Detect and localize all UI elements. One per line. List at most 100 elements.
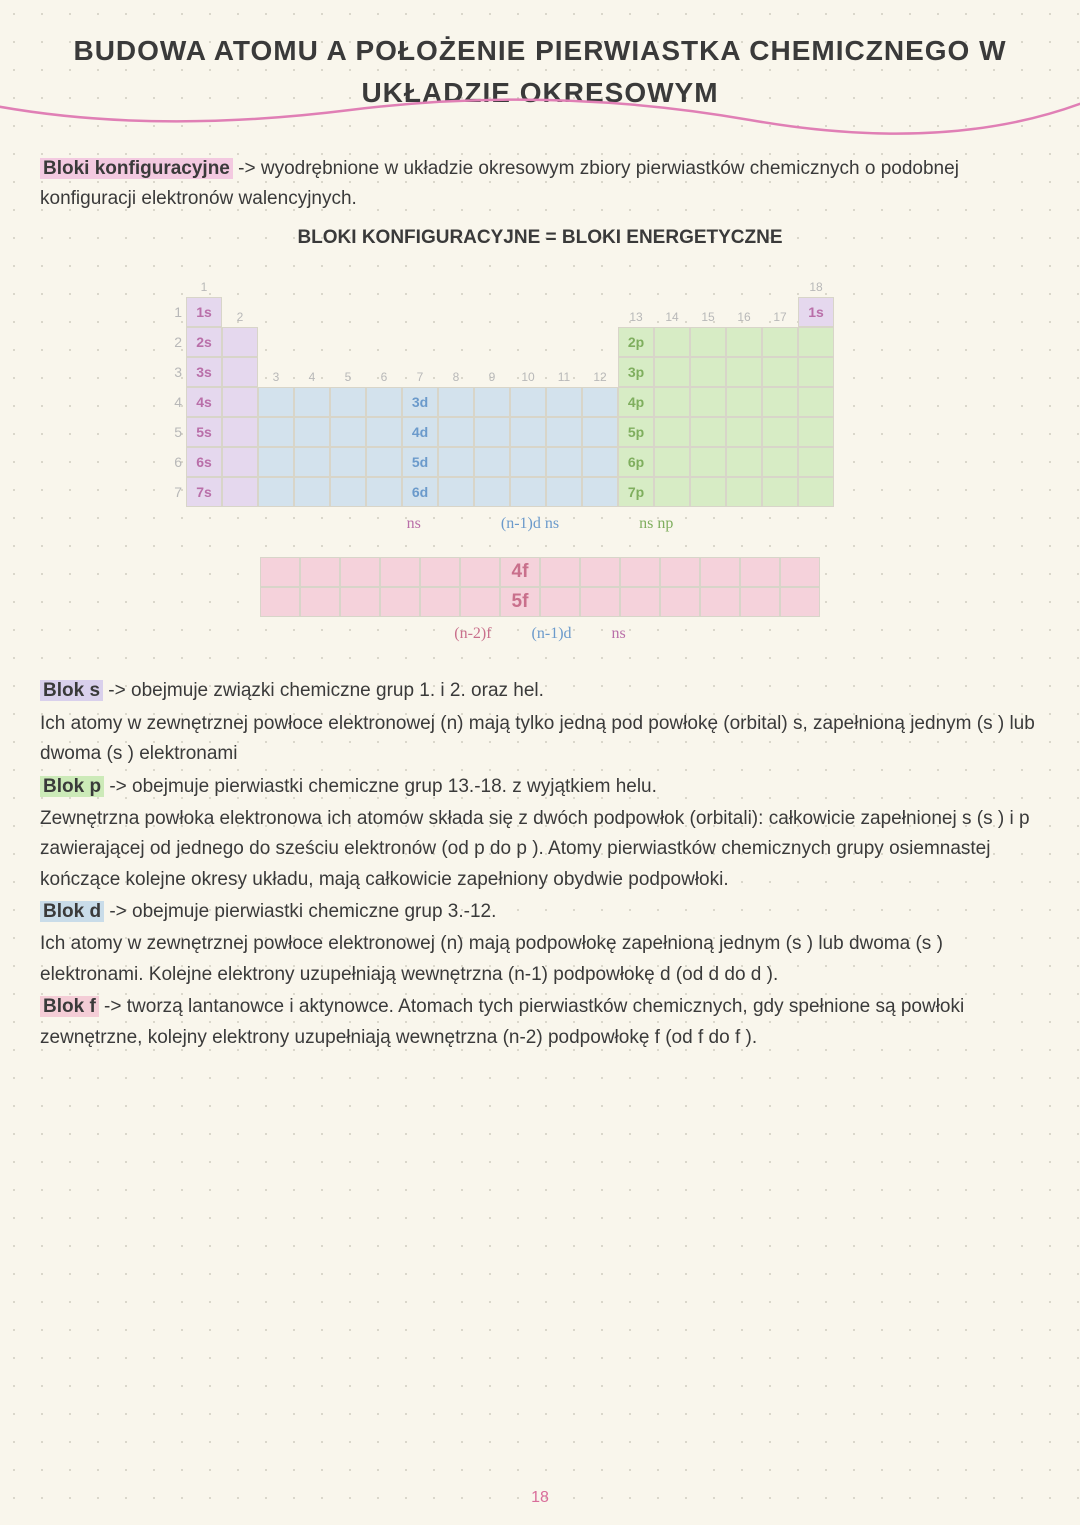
cell-p	[762, 417, 798, 447]
cell-d	[546, 417, 582, 447]
cell-3d: 3d	[402, 387, 438, 417]
cell-p	[726, 447, 762, 477]
block-s-detail: Ich atomy w zewnętrznej powłoce elektron…	[40, 709, 1040, 770]
block-f-paragraph: Blok f -> tworzą lantanowce i aktynowce.…	[40, 992, 1040, 1053]
cell-p	[654, 417, 690, 447]
label-blok-f: Blok f	[40, 996, 99, 1017]
intro-paragraph: Bloki konfiguracyjne -> wyodrębnione w u…	[40, 154, 1040, 215]
cell-d	[474, 447, 510, 477]
cell-s	[222, 447, 258, 477]
col-label: 9	[474, 357, 510, 387]
row-label: 6	[160, 447, 186, 477]
block-s-paragraph: Blok s -> obejmuje związki chemiczne gru…	[40, 676, 1040, 706]
term-bloki-konfiguracyjne: Bloki konfiguracyjne	[40, 158, 233, 179]
cell-5s: 5s	[186, 417, 222, 447]
note-ns: ns	[407, 511, 421, 537]
f-block-diagram: 4f 5f	[260, 557, 820, 647]
cell-f	[620, 587, 660, 617]
block-d-detail: Ich atomy w zewnętrznej powłoce elektron…	[40, 929, 1040, 990]
note-n1d-f: (n-1)d	[532, 621, 572, 647]
note-np: ns np	[639, 511, 673, 537]
label-blok-s: Blok s	[40, 680, 103, 701]
cell-f	[380, 557, 420, 587]
cell-d	[510, 447, 546, 477]
cell-p	[762, 357, 798, 387]
cell-p	[654, 477, 690, 507]
note-ns-f: ns	[612, 621, 626, 647]
block-p-detail: Zewnętrzna powłoka elektronowa ich atomó…	[40, 804, 1040, 895]
cell-d	[474, 477, 510, 507]
cell-p	[726, 387, 762, 417]
col-label-1: 1	[186, 267, 222, 297]
cell-d	[258, 387, 294, 417]
cell-f	[260, 587, 300, 617]
block-p-paragraph: Blok p -> obejmuje pierwiastki chemiczne…	[40, 772, 1040, 802]
cell-d	[258, 417, 294, 447]
cell-2s: 2s	[186, 327, 222, 357]
col-label: 4	[294, 357, 330, 387]
cell-d	[438, 417, 474, 447]
row-label: 2	[160, 327, 186, 357]
periodic-table-diagram: 1 18 1 1s 2 13 14 15 16 17 1s 2 2s 2p	[160, 267, 920, 646]
cell-5d: 5d	[402, 447, 438, 477]
cell-f	[300, 557, 340, 587]
cell-p	[726, 477, 762, 507]
cell-d	[330, 387, 366, 417]
cell-f	[620, 557, 660, 587]
cell-f	[340, 587, 380, 617]
note-n2f: (n-2)f	[454, 621, 491, 647]
cell-p	[654, 357, 690, 387]
cell-6s: 6s	[186, 447, 222, 477]
cell-d	[258, 477, 294, 507]
cell-f	[660, 587, 700, 617]
cell-p	[690, 447, 726, 477]
cell-4p: 4p	[618, 387, 654, 417]
cell-d	[582, 447, 618, 477]
label-blok-d: Blok d	[40, 901, 104, 922]
cell-f	[260, 557, 300, 587]
cell-3p: 3p	[618, 357, 654, 387]
col-label: 16	[726, 297, 762, 327]
cell-f	[540, 587, 580, 617]
cell-7p: 7p	[618, 477, 654, 507]
cell-s	[222, 387, 258, 417]
col-label: 3	[258, 357, 294, 387]
cell-5f: 5f	[500, 587, 540, 617]
cell-p	[654, 447, 690, 477]
cell-6d: 6d	[402, 477, 438, 507]
cell-f	[700, 587, 740, 617]
cell-d	[510, 417, 546, 447]
cell-d	[366, 477, 402, 507]
cell-p	[690, 387, 726, 417]
col-label: 14	[654, 297, 690, 327]
cell-f	[340, 557, 380, 587]
col-label: 6	[366, 357, 402, 387]
cell-d	[582, 417, 618, 447]
col-label: 17	[762, 297, 798, 327]
cell-p	[798, 387, 834, 417]
row-label: 4	[160, 387, 186, 417]
cell-p	[690, 477, 726, 507]
col-label: 8	[438, 357, 474, 387]
cell-s	[222, 477, 258, 507]
cell-p	[762, 447, 798, 477]
cell-d	[366, 447, 402, 477]
cell-p	[798, 447, 834, 477]
cell-6p: 6p	[618, 447, 654, 477]
cell-4s: 4s	[186, 387, 222, 417]
cell-p	[726, 357, 762, 387]
cell-f	[780, 557, 820, 587]
cell-d	[438, 447, 474, 477]
cell-5p: 5p	[618, 417, 654, 447]
cell-f	[420, 587, 460, 617]
col-label: 11	[546, 357, 582, 387]
page-number: 18	[531, 1489, 549, 1507]
cell-d	[510, 387, 546, 417]
cell-f	[740, 587, 780, 617]
cell-p	[798, 477, 834, 507]
cell-p	[726, 417, 762, 447]
cell-2p: 2p	[618, 327, 654, 357]
cell-1s: 1s	[186, 297, 222, 327]
blok-f-text: -> tworzą lantanowce i aktynowce. Atomac…	[40, 996, 964, 1047]
cell-d	[366, 387, 402, 417]
